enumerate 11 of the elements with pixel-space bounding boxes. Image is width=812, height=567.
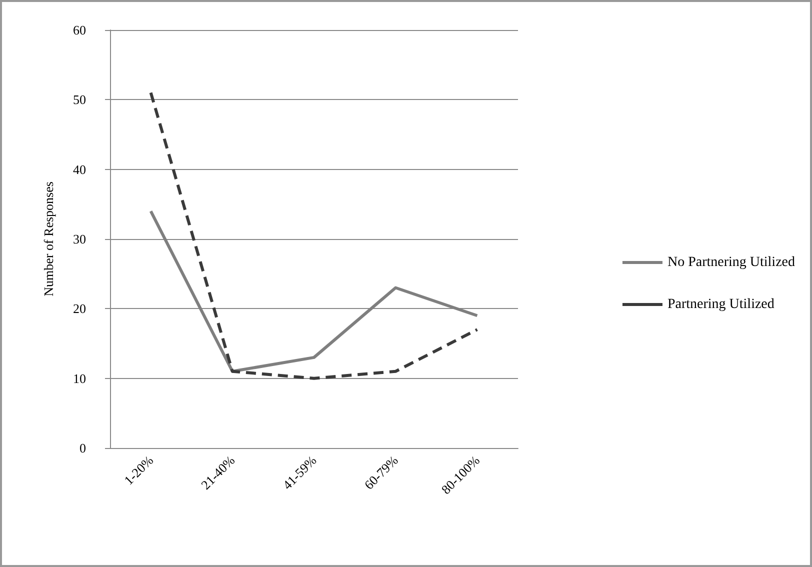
y-tick-label: 30: [73, 232, 86, 246]
y-axis-title: Number of Responses: [41, 182, 56, 296]
y-tick-label: 0: [80, 440, 86, 456]
y-tick-label: 10: [73, 370, 86, 386]
legend-label: No Partnering Utilized: [667, 255, 796, 270]
line-series: [149, 91, 479, 380]
y-tick-label: 60: [73, 22, 86, 38]
legend-label: Partnering Utilized: [667, 297, 774, 312]
y-tick-label: 50: [73, 92, 86, 108]
y-tick-label: 40: [73, 162, 86, 177]
y-tick-label: 20: [73, 301, 86, 316]
